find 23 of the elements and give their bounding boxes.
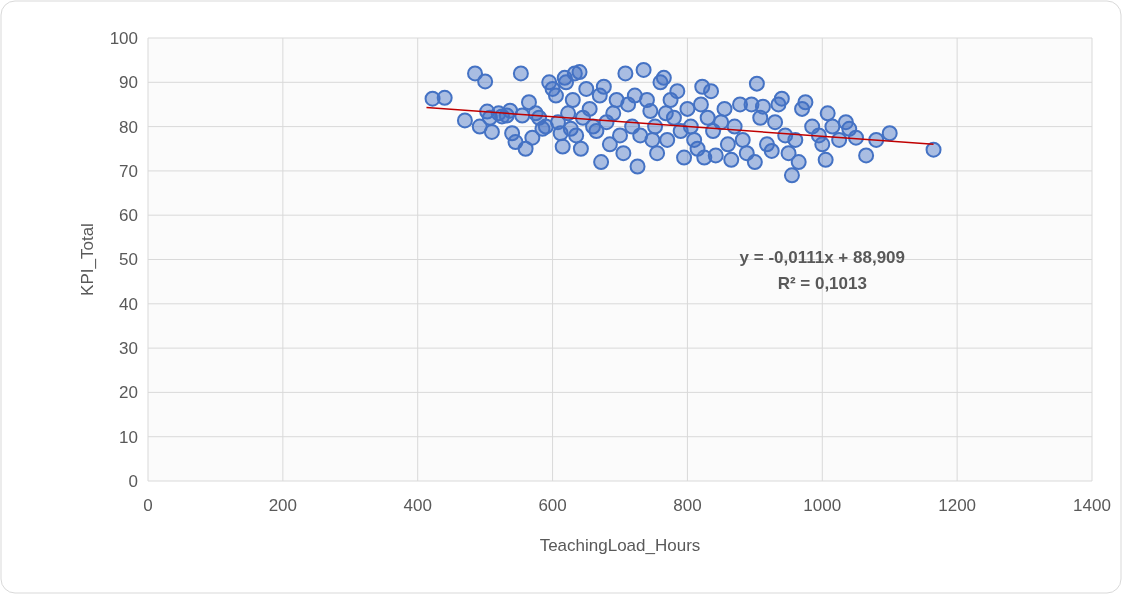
x-tick-label: 400 bbox=[403, 496, 432, 515]
y-tick-label: 20 bbox=[119, 383, 138, 403]
annotation: R² = 0,1013 bbox=[777, 274, 867, 294]
x-tick-label: 1200 bbox=[938, 496, 977, 515]
y-tick-label: 0 bbox=[128, 471, 138, 491]
y-tick-label: 30 bbox=[119, 339, 138, 359]
x-tick-label: 1400 bbox=[1073, 496, 1111, 515]
y-tick-label: 80 bbox=[119, 117, 138, 137]
y-tick-label: 40 bbox=[119, 294, 138, 314]
x-tick-label: 600 bbox=[538, 496, 567, 515]
y-axis-title: KPI_Total bbox=[78, 223, 97, 296]
y-tick-label: 100 bbox=[109, 28, 138, 48]
x-axis-title: TeachingLoad_Hours bbox=[539, 536, 701, 555]
annotation: y = -0,0111x + 88,909 bbox=[739, 248, 905, 268]
y-tick-label: 70 bbox=[119, 161, 138, 181]
x-tick-label: 200 bbox=[268, 496, 298, 515]
x-tick-label: 0 bbox=[143, 496, 153, 515]
x-tick-label: 1000 bbox=[803, 496, 842, 515]
y-tick-label: 50 bbox=[119, 250, 138, 270]
y-tick-label: 90 bbox=[119, 73, 138, 93]
y-tick-label: 10 bbox=[119, 427, 138, 447]
x-tick-label: 800 bbox=[673, 496, 702, 515]
y-tick-label: 60 bbox=[119, 206, 138, 226]
